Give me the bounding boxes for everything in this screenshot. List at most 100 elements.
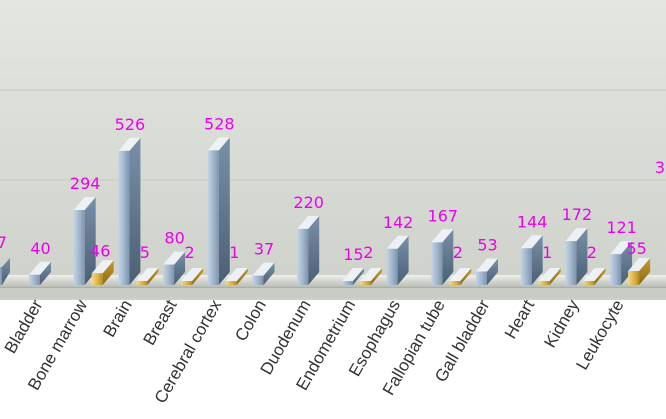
bar-series-a-top <box>520 235 543 249</box>
bar-series-b <box>538 268 561 285</box>
bar-series-b-top <box>628 257 651 271</box>
bar-series-a-front <box>252 275 264 285</box>
value-label-series-b: 1 <box>542 243 552 262</box>
bar-series-b-front <box>225 281 237 285</box>
bar-series-a-front <box>476 271 487 285</box>
bar-series-b <box>628 257 651 285</box>
bar-series-a-top <box>341 268 364 281</box>
bar-series-b-side <box>370 268 382 285</box>
bar-series-b-top <box>225 268 248 281</box>
bar-series-a-front <box>610 254 622 285</box>
value-label-series-a: 220 <box>293 193 324 212</box>
bar-series-a-front <box>118 150 130 285</box>
bar-series-a-side <box>218 137 230 285</box>
bar-series-b <box>181 268 204 285</box>
bar-series-a-front <box>73 210 85 285</box>
bar-series-b-side <box>549 268 561 285</box>
value-label-series-b: 2 <box>453 243 463 262</box>
bar-series-a <box>207 137 230 285</box>
value-label-series-a: 172 <box>562 205 593 224</box>
bar-series-b-side <box>594 268 606 285</box>
bar-partial-left-side <box>2 258 10 285</box>
bar-series-b-top <box>359 268 382 281</box>
bar-partial-left-front <box>0 267 2 285</box>
value-label-series-a: 167 <box>428 206 459 225</box>
bar-series-b-top <box>583 268 606 281</box>
bar-series-b <box>359 268 382 285</box>
bar-series-a-front <box>386 248 398 285</box>
value-label-series-b: 2 <box>363 243 373 262</box>
bar-series-a-side <box>263 262 275 285</box>
bar-series-b-top <box>181 268 204 281</box>
bar-series-a-front <box>565 241 577 285</box>
bar-series-a-front <box>297 228 309 285</box>
value-label-series-b: 2 <box>185 243 195 262</box>
bar-series-a-top <box>431 229 454 243</box>
value-label-series-a: 528 <box>204 114 235 133</box>
bar-series-b <box>449 268 472 285</box>
bar-series-a <box>520 235 543 285</box>
bar-series-b-side <box>639 257 651 285</box>
bar-series-a-side <box>308 215 320 285</box>
bar-series-a <box>73 197 96 285</box>
bar-series-a <box>297 215 320 285</box>
bar-series-b-side <box>147 268 159 285</box>
bar-series-a-front <box>29 274 40 285</box>
value-label-series-a: 142 <box>383 213 414 232</box>
bar-series-a-side <box>531 235 543 285</box>
bar-series-a-side <box>129 137 141 285</box>
bar-series-a <box>476 258 498 285</box>
value-label-series-a: 294 <box>70 174 101 193</box>
bar-series-b-top <box>91 260 114 274</box>
bar-series-a-top <box>386 235 409 249</box>
bar-series-a-side <box>576 228 588 285</box>
value-label-series-b: 1 <box>229 243 239 262</box>
value-label-series-a: 53 <box>477 235 497 254</box>
bar-series-b-side <box>460 268 472 285</box>
bar-series-a-side <box>487 258 498 285</box>
bar-series-a-top <box>610 241 633 255</box>
bar-series-a <box>29 261 51 285</box>
bar-partial-left <box>0 258 10 285</box>
bar-series-a-front <box>341 281 353 285</box>
bar-series-a-top <box>476 258 498 272</box>
bar-series-b-side <box>102 260 114 285</box>
value-label-series-b: 46 <box>90 241 110 260</box>
bar-series-a <box>386 235 409 285</box>
bar-series-a-front <box>207 150 219 285</box>
value-label-series-a: 40 <box>30 239 50 258</box>
bar-series-b-side <box>236 268 248 285</box>
bar-series-a <box>118 137 141 285</box>
bar-series-a-top <box>29 261 51 275</box>
value-label-series-a: 121 <box>606 218 637 237</box>
bar-series-b-front <box>181 281 193 285</box>
value-label-series-b: 2 <box>587 243 597 262</box>
bar-series-a-top <box>565 228 588 242</box>
bar-series-b-front <box>136 281 148 285</box>
bar-series-a-top <box>163 251 186 265</box>
bar-series-b-front <box>359 281 371 285</box>
bar-series-b-front <box>449 281 461 285</box>
grid-lines <box>0 89 666 181</box>
bar-series-a-front <box>520 248 532 285</box>
bar-series-a-front <box>431 242 443 285</box>
bar-series-a-side <box>352 268 364 285</box>
value-label-series-a: 144 <box>517 212 548 231</box>
bar-series-a-top <box>118 137 141 151</box>
value-label-partial-left: 7 <box>0 233 7 252</box>
bar-series-a-side <box>174 251 186 285</box>
bar-series-b-front <box>91 273 103 285</box>
bar-series-a-top <box>252 262 275 276</box>
bar-series-a <box>565 228 588 285</box>
bar-series-b-front <box>583 281 595 285</box>
bar-series-b-front <box>538 281 550 285</box>
bar-series-a-top <box>73 197 96 211</box>
bar-series <box>0 137 651 285</box>
bar-series-b <box>91 260 114 285</box>
bar-series-a <box>252 262 275 285</box>
label-background <box>0 300 666 419</box>
bar-series-a-side <box>84 197 96 285</box>
bar-series-a <box>341 268 364 285</box>
